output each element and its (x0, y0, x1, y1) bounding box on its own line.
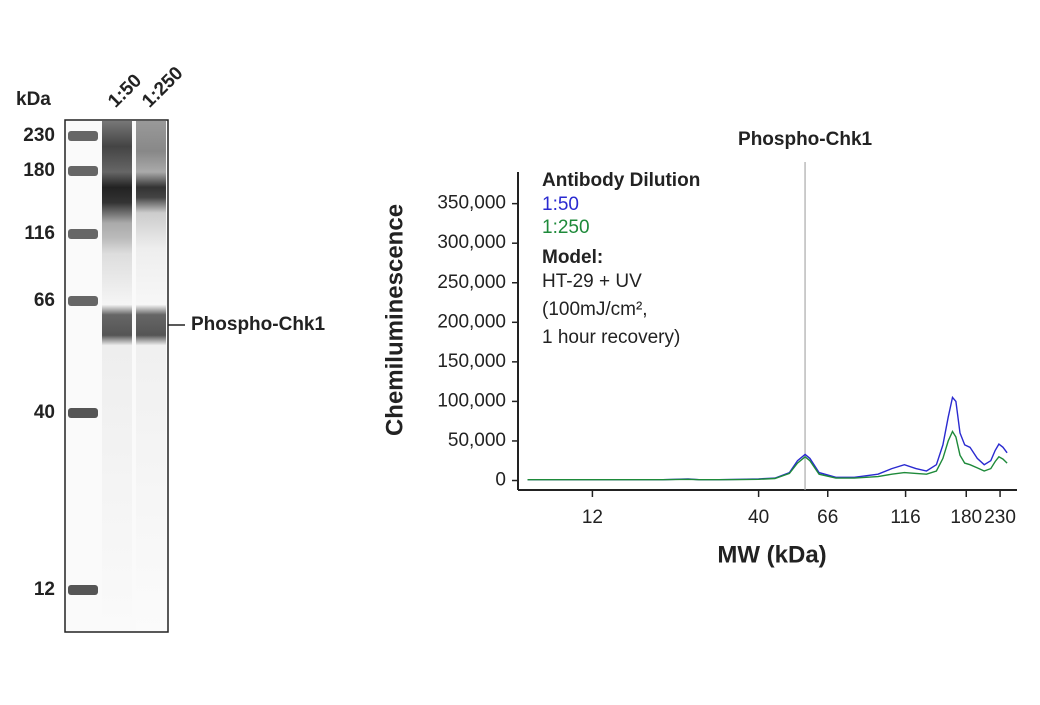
legend-entry: 1:250 (542, 217, 590, 238)
x-axis-label: MW (kDa) (717, 541, 826, 568)
x-tick-label: 12 (582, 507, 603, 528)
y-tick-label: 50,000 (448, 430, 506, 451)
legend-entry: 1:50 (542, 194, 579, 215)
annotation-label: Phospho-Chk1 (738, 129, 872, 150)
lane (102, 121, 132, 631)
ladder-label: 40 (34, 402, 55, 423)
y-tick-label: 0 (495, 470, 506, 491)
y-tick-label: 200,000 (437, 311, 506, 332)
series-line (527, 395, 1008, 481)
y-axis-label: Chemiluminescence (381, 204, 408, 436)
x-tick-label: 66 (817, 507, 838, 528)
ladder-band (68, 166, 98, 176)
y-tick-label: 150,000 (437, 351, 506, 372)
notes-title: Model: (542, 247, 603, 268)
x-tick-label: 116 (890, 507, 920, 528)
lane-label: 1:50 (104, 70, 146, 112)
ladder-label: 116 (24, 223, 55, 244)
ladder-band (68, 131, 98, 141)
ladder-label: 230 (23, 125, 55, 146)
x-tick-label: 230 (984, 507, 1016, 528)
lane-label: 1:250 (138, 63, 187, 112)
y-tick-label: 100,000 (437, 390, 506, 411)
ladder-label: 66 (34, 290, 55, 311)
unit-label: kDa (16, 89, 51, 110)
lane (136, 121, 166, 631)
series-line (527, 430, 1008, 481)
band-label: Phospho-Chk1 (191, 314, 325, 335)
ladder-band (68, 585, 98, 595)
legend-title: Antibody Dilution (542, 170, 700, 191)
note: HT-29 + UV (542, 271, 642, 292)
y-tick-label: 300,000 (437, 232, 506, 253)
ladder-band (68, 296, 98, 306)
note: (100mJ/cm², (542, 299, 648, 320)
blot: kDa Phospho-Chk1 230 180 116 66 40 12 1:501:25… (16, 63, 325, 633)
y-tick-label: 250,000 (437, 272, 506, 293)
x-tick-label: 180 (950, 507, 982, 528)
y-tick-label: 350,000 (437, 193, 506, 214)
note: 1 hour recovery) (542, 327, 680, 348)
x-tick-label: 40 (748, 507, 769, 528)
ladder-label: 12 (34, 579, 55, 600)
ladder-label: 180 (23, 160, 55, 181)
ladder-band (68, 408, 98, 418)
ladder-band (68, 229, 98, 239)
